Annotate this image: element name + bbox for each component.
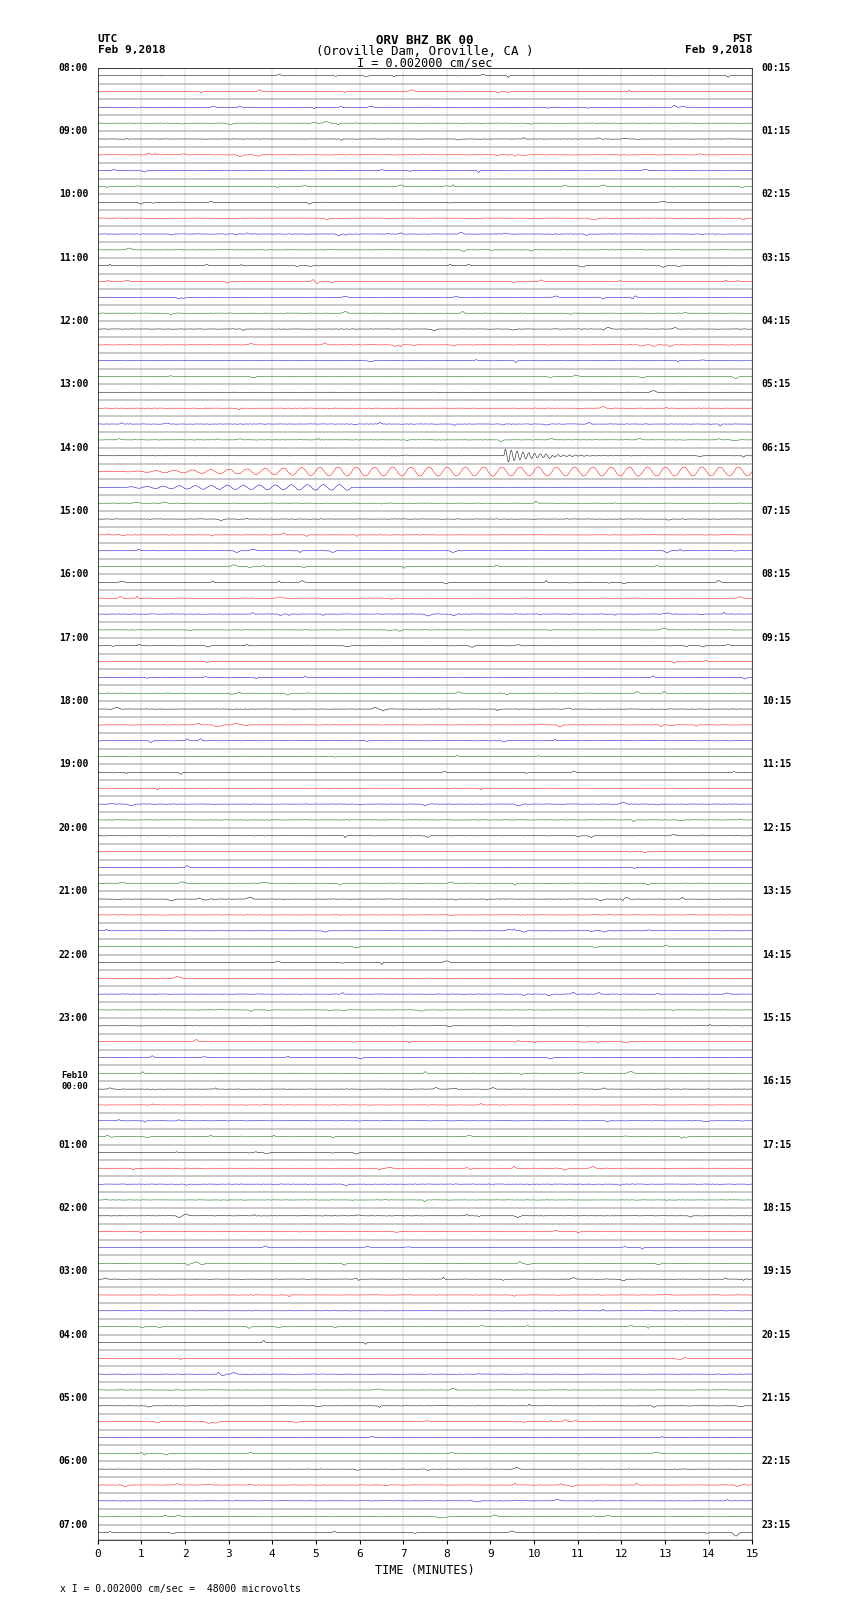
Text: 10:15: 10:15 xyxy=(762,697,791,706)
Text: 01:00: 01:00 xyxy=(59,1139,88,1150)
Text: 11:15: 11:15 xyxy=(762,760,791,769)
Text: 20:00: 20:00 xyxy=(59,823,88,832)
Text: 21:15: 21:15 xyxy=(762,1394,791,1403)
Text: 09:15: 09:15 xyxy=(762,632,791,644)
Text: 22:15: 22:15 xyxy=(762,1457,791,1466)
Text: 14:15: 14:15 xyxy=(762,950,791,960)
Text: 21:00: 21:00 xyxy=(59,886,88,897)
Text: 05:15: 05:15 xyxy=(762,379,791,389)
Text: 10:00: 10:00 xyxy=(59,189,88,200)
Text: 08:00: 08:00 xyxy=(59,63,88,73)
Text: 15:15: 15:15 xyxy=(762,1013,791,1023)
Text: 12:00: 12:00 xyxy=(59,316,88,326)
Text: 16:15: 16:15 xyxy=(762,1076,791,1086)
Text: 19:00: 19:00 xyxy=(59,760,88,769)
Text: 04:15: 04:15 xyxy=(762,316,791,326)
Text: I = 0.002000 cm/sec: I = 0.002000 cm/sec xyxy=(357,56,493,69)
Text: Feb 9,2018: Feb 9,2018 xyxy=(98,45,165,55)
Text: UTC: UTC xyxy=(98,34,118,44)
Text: 13:00: 13:00 xyxy=(59,379,88,389)
X-axis label: TIME (MINUTES): TIME (MINUTES) xyxy=(375,1563,475,1576)
Text: 18:00: 18:00 xyxy=(59,697,88,706)
Text: 05:00: 05:00 xyxy=(59,1394,88,1403)
Text: PST: PST xyxy=(732,34,752,44)
Text: 02:00: 02:00 xyxy=(59,1203,88,1213)
Text: 03:15: 03:15 xyxy=(762,253,791,263)
Text: 07:15: 07:15 xyxy=(762,506,791,516)
Text: 17:15: 17:15 xyxy=(762,1139,791,1150)
Text: (Oroville Dam, Oroville, CA ): (Oroville Dam, Oroville, CA ) xyxy=(316,45,534,58)
Text: 14:00: 14:00 xyxy=(59,444,88,453)
Text: 23:00: 23:00 xyxy=(59,1013,88,1023)
Text: ORV BHZ BK 00: ORV BHZ BK 00 xyxy=(377,34,473,47)
Text: 04:00: 04:00 xyxy=(59,1329,88,1339)
Text: 20:15: 20:15 xyxy=(762,1329,791,1339)
Text: 16:00: 16:00 xyxy=(59,569,88,579)
Text: 06:00: 06:00 xyxy=(59,1457,88,1466)
Text: 12:15: 12:15 xyxy=(762,823,791,832)
Text: 23:15: 23:15 xyxy=(762,1519,791,1529)
Text: Feb 9,2018: Feb 9,2018 xyxy=(685,45,752,55)
Text: 02:15: 02:15 xyxy=(762,189,791,200)
Text: 06:15: 06:15 xyxy=(762,444,791,453)
Text: 08:15: 08:15 xyxy=(762,569,791,579)
Text: 03:00: 03:00 xyxy=(59,1266,88,1276)
Text: 01:15: 01:15 xyxy=(762,126,791,135)
Text: 18:15: 18:15 xyxy=(762,1203,791,1213)
Text: 17:00: 17:00 xyxy=(59,632,88,644)
Text: 19:15: 19:15 xyxy=(762,1266,791,1276)
Text: 22:00: 22:00 xyxy=(59,950,88,960)
Text: Feb10
00:00: Feb10 00:00 xyxy=(61,1071,88,1090)
Text: x I = 0.002000 cm/sec =  48000 microvolts: x I = 0.002000 cm/sec = 48000 microvolts xyxy=(60,1584,300,1594)
Text: 15:00: 15:00 xyxy=(59,506,88,516)
Text: 13:15: 13:15 xyxy=(762,886,791,897)
Text: 11:00: 11:00 xyxy=(59,253,88,263)
Text: 00:15: 00:15 xyxy=(762,63,791,73)
Text: 09:00: 09:00 xyxy=(59,126,88,135)
Text: 07:00: 07:00 xyxy=(59,1519,88,1529)
